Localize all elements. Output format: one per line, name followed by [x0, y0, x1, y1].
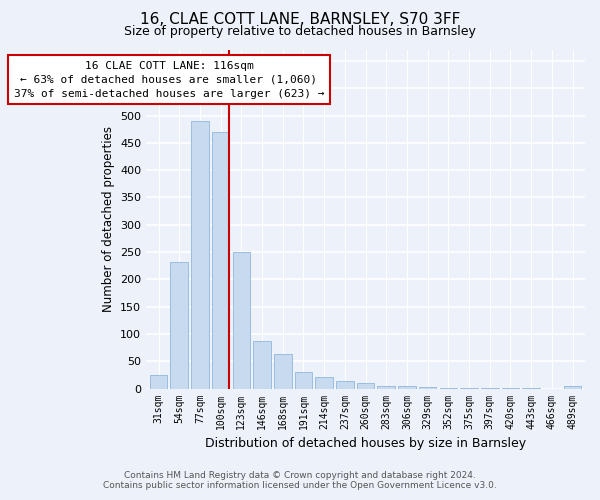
Bar	[357, 383, 374, 388]
Bar	[191, 121, 209, 388]
Bar	[564, 386, 581, 388]
Bar	[170, 262, 188, 388]
Bar	[316, 376, 333, 388]
Bar	[274, 354, 292, 388]
Text: Contains HM Land Registry data © Crown copyright and database right 2024.
Contai: Contains HM Land Registry data © Crown c…	[103, 470, 497, 490]
Text: 16, CLAE COTT LANE, BARNSLEY, S70 3FF: 16, CLAE COTT LANE, BARNSLEY, S70 3FF	[140, 12, 460, 28]
X-axis label: Distribution of detached houses by size in Barnsley: Distribution of detached houses by size …	[205, 437, 526, 450]
Bar	[377, 386, 395, 388]
Bar	[212, 132, 229, 388]
Bar	[295, 372, 312, 388]
Bar	[233, 252, 250, 388]
Text: Size of property relative to detached houses in Barnsley: Size of property relative to detached ho…	[124, 25, 476, 38]
Text: 16 CLAE COTT LANE: 116sqm
← 63% of detached houses are smaller (1,060)
37% of se: 16 CLAE COTT LANE: 116sqm ← 63% of detac…	[14, 61, 324, 99]
Bar	[398, 386, 416, 388]
Y-axis label: Number of detached properties: Number of detached properties	[101, 126, 115, 312]
Bar	[336, 382, 353, 388]
Bar	[150, 375, 167, 388]
Bar	[253, 340, 271, 388]
